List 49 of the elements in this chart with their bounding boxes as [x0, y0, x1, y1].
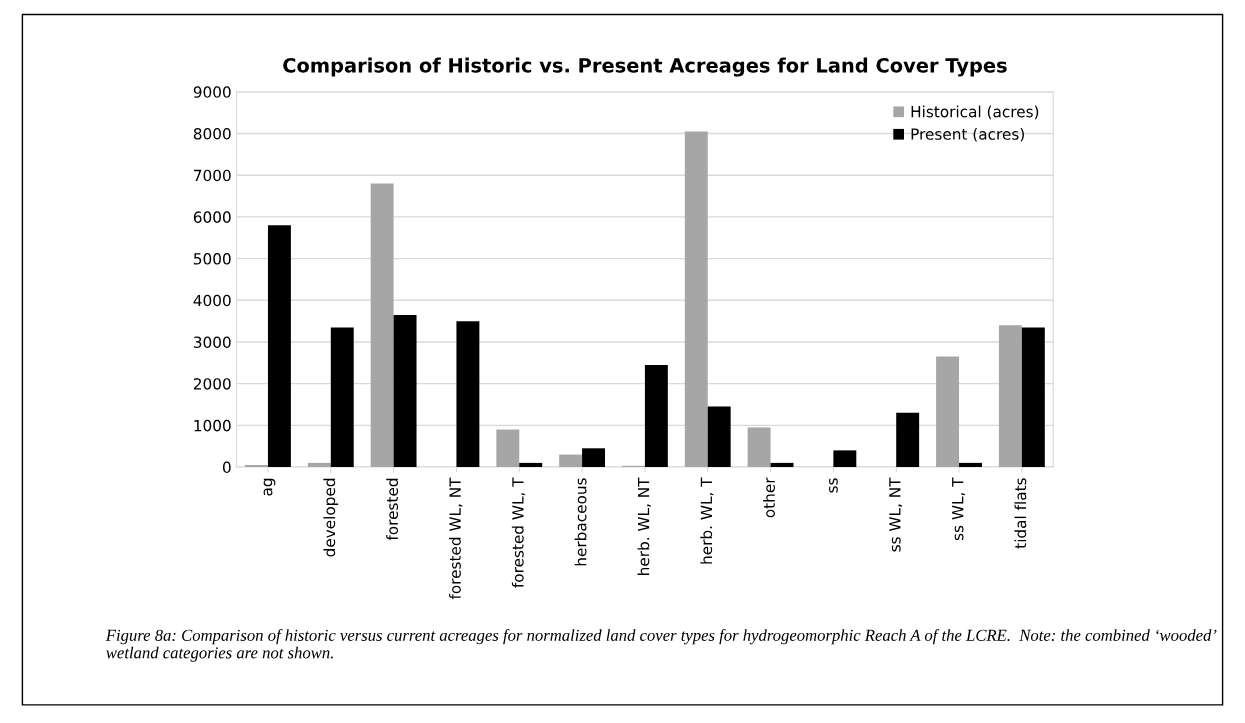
- bar: [936, 356, 960, 468]
- bar: [770, 462, 794, 468]
- chart-title: Comparison of Historic vs. Present Acreages for Land Cover Types: [283, 57, 1007, 77]
- bar: [833, 450, 857, 468]
- bar: [330, 327, 354, 468]
- bar: [959, 462, 982, 468]
- y-tick-label: 1000: [194, 419, 231, 432]
- y-tick-label: 7000: [194, 169, 231, 182]
- x-tick-label: herb. WL, T: [700, 477, 714, 564]
- bar: [245, 464, 268, 468]
- bar: [707, 406, 731, 468]
- y-tick-label: 4000: [193, 294, 231, 307]
- x-tick-label: ss: [829, 478, 838, 493]
- y-tick-label: 6000: [193, 211, 231, 223]
- x-tick-label: developed: [323, 478, 339, 557]
- x-tick-label: ss WL, T: [952, 477, 966, 541]
- bar: [582, 448, 606, 468]
- bar: [684, 131, 708, 468]
- x-tick-label: ss WL, NT: [889, 477, 903, 552]
- bar: [393, 314, 417, 468]
- x-tick-label: tidal flats: [1014, 478, 1027, 549]
- bar: [896, 412, 920, 468]
- x-tick-label: herb. WL, NT: [637, 477, 651, 575]
- y-tick-label: 5000: [193, 253, 231, 265]
- bar: [747, 427, 771, 468]
- bar: [998, 325, 1022, 468]
- y-tick-label: 3000: [193, 336, 231, 348]
- legend-label: Historical (acres): [911, 105, 1039, 120]
- bar: [370, 183, 394, 468]
- bar: [307, 462, 331, 468]
- x-tick-label: forested WL, T: [511, 477, 526, 588]
- bar: [496, 429, 520, 468]
- bar: [267, 225, 291, 468]
- x-tick-label: ag: [263, 478, 276, 496]
- bar: [559, 454, 583, 468]
- y-tick-label: 9000: [193, 86, 231, 98]
- y-tick-label: 8000: [193, 127, 231, 140]
- x-tick-label: forested: [386, 478, 399, 541]
- x-tick-label: herbaceous: [574, 478, 587, 566]
- caption: Figure 8a: Comparison of historic versus current acreages for normalized land cover types for hydrogeomorphic Reach A of the LCRE. Note: the combined ‘wooded’ wetland categories are not shown.: [105, 629, 1217, 662]
- bar: [519, 462, 543, 468]
- bar: [1021, 327, 1045, 468]
- x-tick-label: forested WL, NT: [449, 477, 463, 600]
- y-tick-label: 2000: [193, 378, 231, 390]
- legend-label: Present (acres): [911, 128, 1024, 142]
- x-tick-label: other: [763, 477, 775, 518]
- bar: [456, 321, 480, 468]
- bar: [644, 364, 668, 468]
- y-tick-label: 0: [222, 461, 231, 474]
